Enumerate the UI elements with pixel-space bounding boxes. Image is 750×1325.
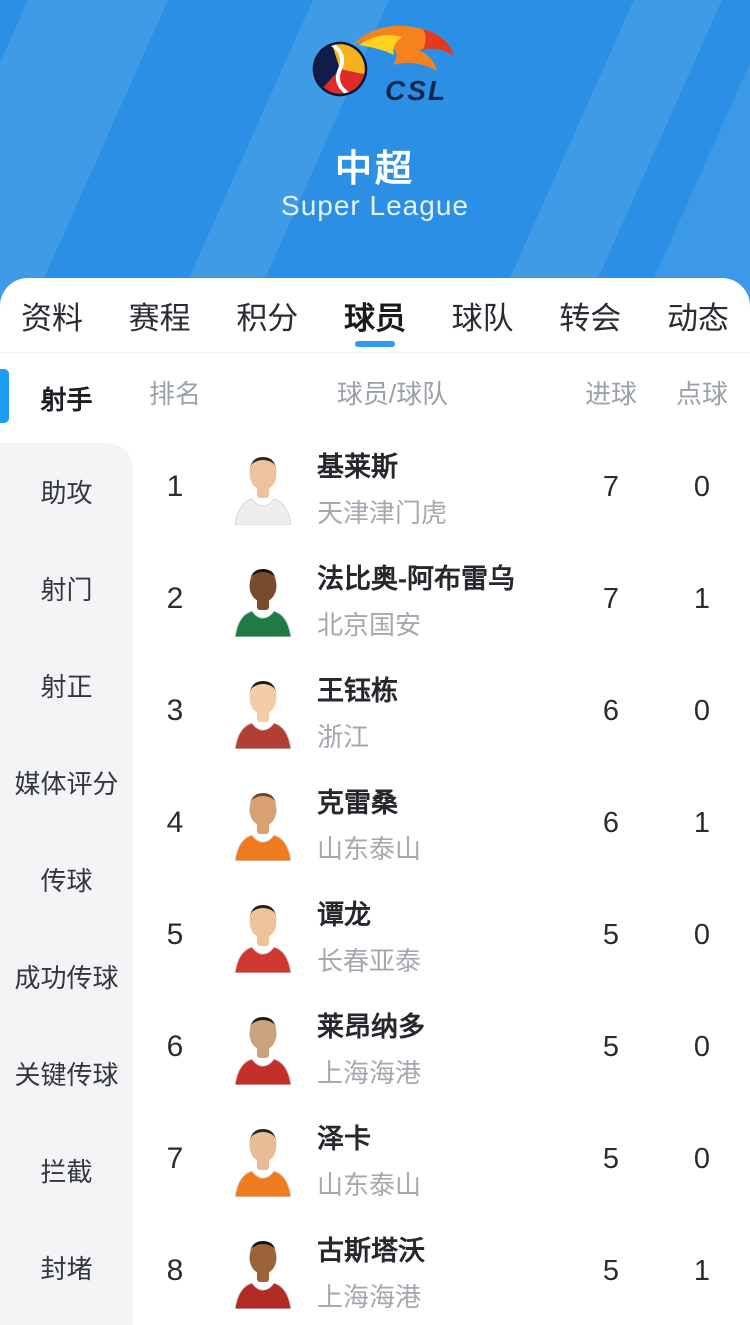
penalty-column-header: 点球 xyxy=(675,378,728,409)
sidebar-item-1[interactable]: 射门 xyxy=(40,575,93,605)
player-avatar xyxy=(234,1121,292,1198)
rank-value: 1 xyxy=(166,470,184,503)
table-row[interactable]: 3 王钰栋 浙江 6 0 xyxy=(133,655,750,767)
stat-sidebar: 射手 助攻 射门 射正 媒体评分 传球 成功传球 关键传球 拦截 封堵 xyxy=(0,353,133,1325)
rank-value: 5 xyxy=(166,918,184,951)
league-subtitle: Super League xyxy=(281,190,469,221)
sidebar-item-label: 射手 xyxy=(40,384,93,415)
penalty-value: 1 xyxy=(693,582,711,615)
sidebar-item-5[interactable]: 成功传球 xyxy=(14,963,119,993)
team-name: 北京国安 xyxy=(317,609,422,640)
team-name: 上海海港 xyxy=(317,1057,422,1088)
rank-value: 4 xyxy=(166,806,184,839)
goals-column-header: 进球 xyxy=(584,378,637,409)
team-name: 天津津门虎 xyxy=(317,497,448,528)
table-header: 排名 球员/球队 进球 点球 xyxy=(133,353,750,431)
rank-value: 2 xyxy=(166,582,184,615)
table-row[interactable]: 6 莱昂纳多 上海海港 5 0 xyxy=(133,991,750,1103)
sidebar-item-0[interactable]: 助攻 xyxy=(40,478,93,508)
rank-column-header: 排名 xyxy=(148,378,201,409)
team-name: 上海海港 xyxy=(317,1281,422,1312)
scorers-table: 排名 球员/球队 进球 点球 1 基莱斯 天津津门虎 7 0 2 xyxy=(133,353,750,1325)
active-tab-underline xyxy=(354,341,395,347)
rank-value: 8 xyxy=(166,1254,184,1287)
table-rows: 1 基莱斯 天津津门虎 7 0 2 法比奥-阿布雷乌 xyxy=(133,431,750,1325)
team-name: 山东泰山 xyxy=(317,1169,422,1200)
rank-value: 6 xyxy=(166,1030,184,1063)
sidebar-item-4[interactable]: 传球 xyxy=(40,866,93,896)
sidebar-item-3[interactable]: 媒体评分 xyxy=(14,769,119,799)
penalty-value: 0 xyxy=(693,1030,711,1063)
csl-logo-text: CSL xyxy=(385,75,447,106)
table-row[interactable]: 4 克雷桑 山东泰山 6 1 xyxy=(133,767,750,879)
team-name: 山东泰山 xyxy=(317,833,422,864)
sidebar-item-7[interactable]: 拦截 xyxy=(40,1157,93,1187)
sidebar-item-active[interactable]: 射手 xyxy=(0,353,133,443)
goals-value: 7 xyxy=(602,470,620,503)
penalty-value: 1 xyxy=(693,806,711,839)
penalty-value: 1 xyxy=(693,1254,711,1287)
table-row[interactable]: 1 基莱斯 天津津门虎 7 0 xyxy=(133,431,750,543)
player-name: 基莱斯 xyxy=(317,451,398,482)
content-card: 资料 赛程 积分 球员 球队 转会 动态 射手 助攻 射门 射正 xyxy=(0,278,750,1325)
csl-logo-icon: CSL xyxy=(293,16,457,110)
table-row[interactable]: 7 泽卡 山东泰山 5 0 xyxy=(133,1103,750,1215)
sidebar-item-6[interactable]: 关键传球 xyxy=(14,1060,119,1090)
tab-item-3[interactable]: 球员 xyxy=(344,278,406,352)
player-name: 克雷桑 xyxy=(317,787,398,818)
player-column-header: 球员/球队 xyxy=(336,378,449,409)
goals-value: 5 xyxy=(602,918,620,951)
player-avatar xyxy=(234,1009,292,1086)
player-name: 法比奥-阿布雷乌 xyxy=(317,563,515,594)
player-name: 谭龙 xyxy=(317,899,371,930)
rank-value: 3 xyxy=(166,694,184,727)
player-avatar xyxy=(234,897,292,974)
player-name: 王钰栋 xyxy=(317,675,398,706)
player-name: 泽卡 xyxy=(317,1123,371,1154)
tab-item-4[interactable]: 球队 xyxy=(452,278,514,352)
penalty-value: 0 xyxy=(693,918,711,951)
goals-value: 6 xyxy=(602,694,620,727)
tab-item-6[interactable]: 动态 xyxy=(667,278,729,352)
tab-item-1[interactable]: 赛程 xyxy=(129,278,191,352)
player-avatar xyxy=(234,673,292,750)
sidebar-panel: 助攻 射门 射正 媒体评分 传球 成功传球 关键传球 拦截 封堵 xyxy=(0,443,133,1325)
player-avatar xyxy=(234,449,292,526)
penalty-value: 0 xyxy=(693,470,711,503)
tab-item-5[interactable]: 转会 xyxy=(559,278,621,352)
stats-body: 射手 助攻 射门 射正 媒体评分 传球 成功传球 关键传球 拦截 封堵 排名 球… xyxy=(0,353,750,1325)
goals-value: 5 xyxy=(602,1254,620,1287)
penalty-value: 0 xyxy=(693,1142,711,1175)
team-name: 长春亚泰 xyxy=(317,945,422,976)
goals-value: 6 xyxy=(602,806,620,839)
player-name: 古斯塔沃 xyxy=(317,1235,425,1266)
player-avatar xyxy=(234,561,292,638)
table-row[interactable]: 2 法比奥-阿布雷乌 北京国安 7 1 xyxy=(133,543,750,655)
sidebar-item-2[interactable]: 射正 xyxy=(40,672,93,702)
active-indicator-bar xyxy=(0,369,9,423)
sidebar-item-8[interactable]: 封堵 xyxy=(40,1254,93,1284)
tab-item-0[interactable]: 资料 xyxy=(21,278,83,352)
player-avatar xyxy=(234,1233,292,1310)
team-name: 浙江 xyxy=(317,721,370,752)
tab-item-2[interactable]: 积分 xyxy=(236,278,298,352)
table-row[interactable]: 5 谭龙 长春亚泰 5 0 xyxy=(133,879,750,991)
goals-value: 5 xyxy=(602,1030,620,1063)
league-title: 中超 xyxy=(335,148,415,189)
player-name: 莱昂纳多 xyxy=(317,1011,425,1042)
goals-value: 5 xyxy=(602,1142,620,1175)
rank-value: 7 xyxy=(166,1142,184,1175)
player-avatar xyxy=(234,785,292,862)
table-row[interactable]: 8 古斯塔沃 上海海港 5 1 xyxy=(133,1215,750,1325)
penalty-value: 0 xyxy=(693,694,711,727)
goals-value: 7 xyxy=(602,582,620,615)
tab-bar: 资料 赛程 积分 球员 球队 转会 动态 xyxy=(0,278,750,353)
